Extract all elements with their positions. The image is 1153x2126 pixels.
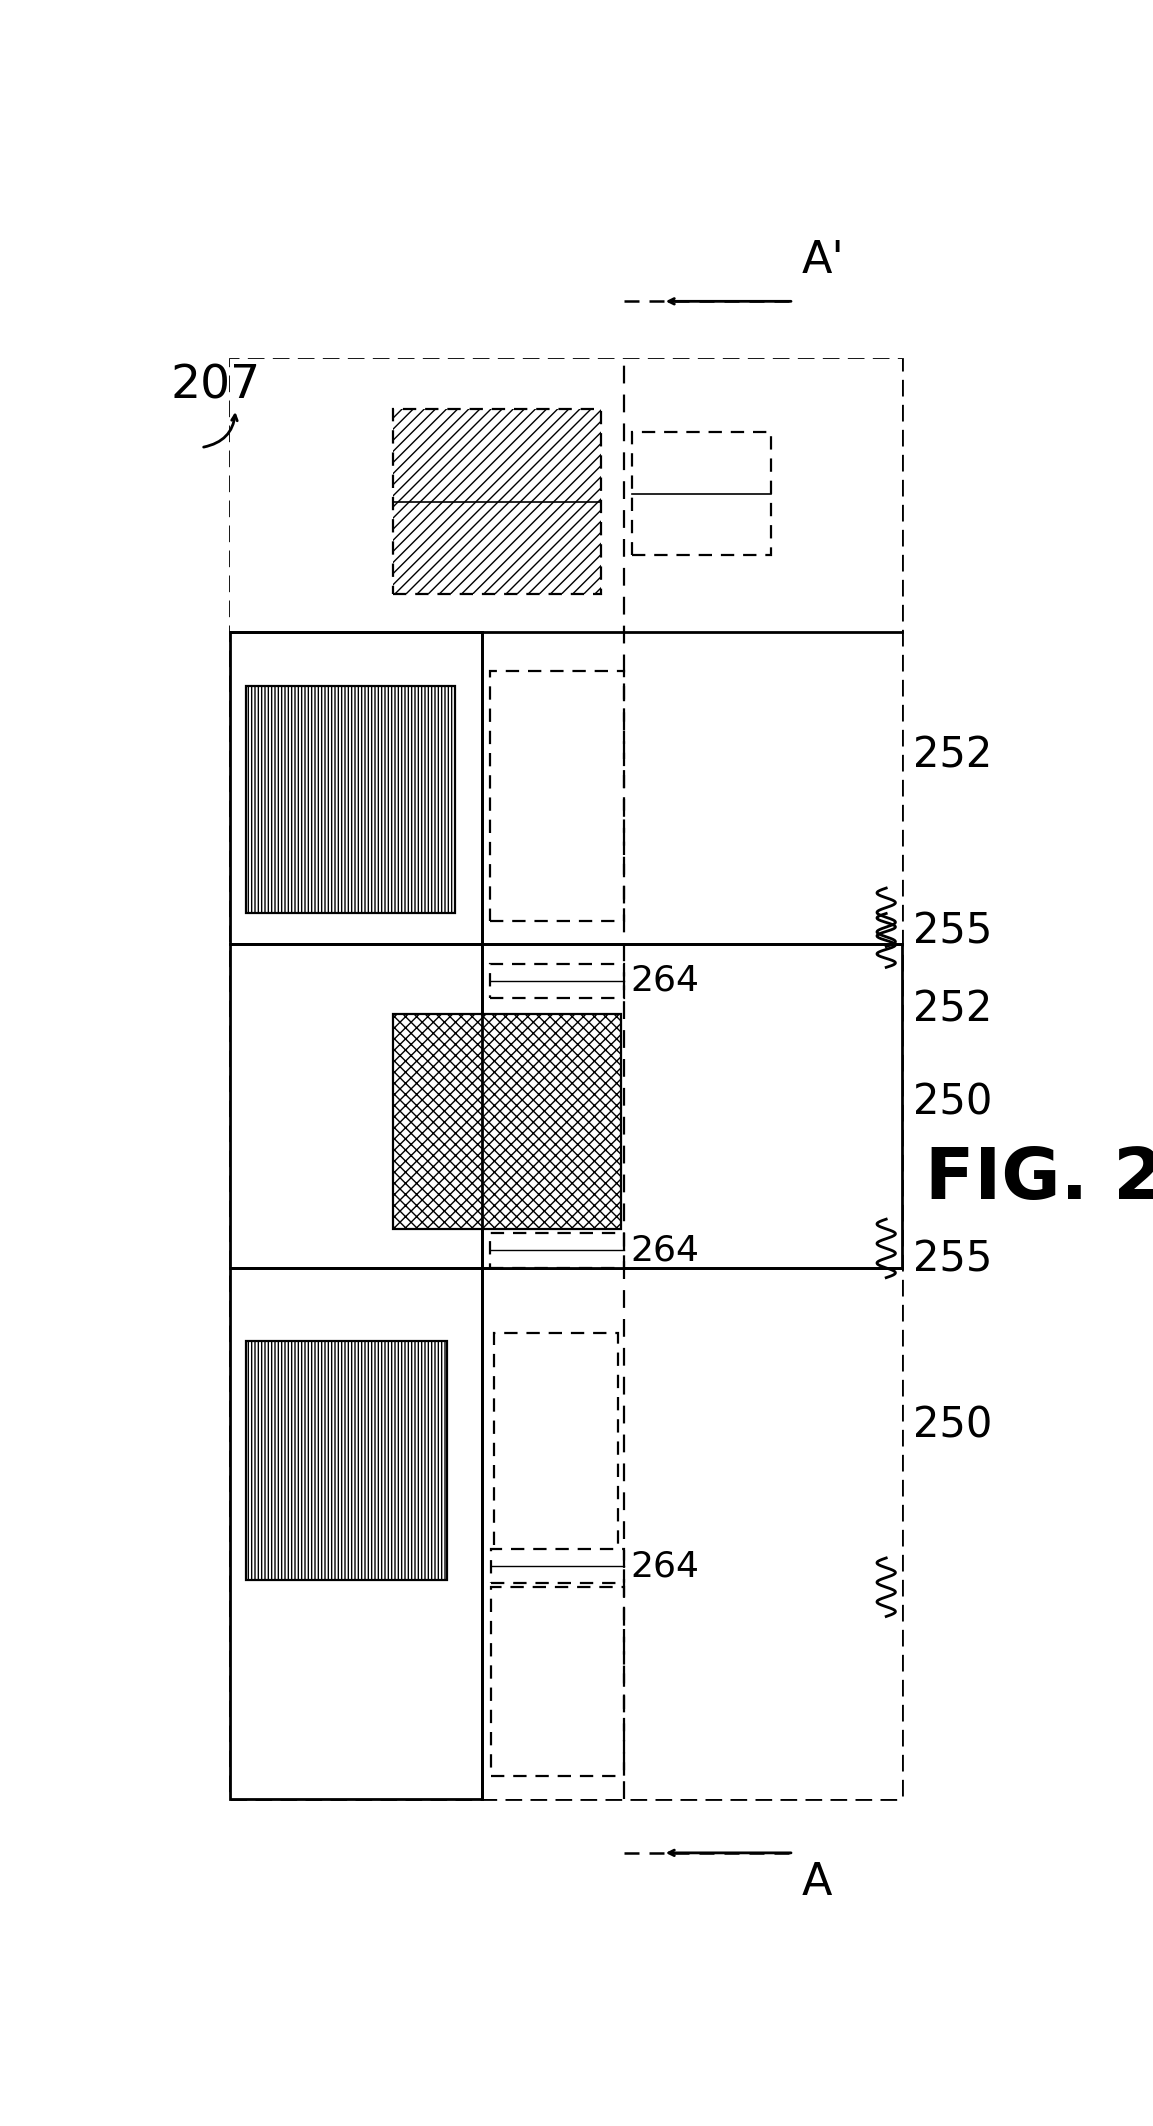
Bar xyxy=(231,944,482,1267)
Text: 252: 252 xyxy=(913,736,993,776)
Text: FIG. 2B: FIG. 2B xyxy=(925,1144,1153,1214)
Text: 254: 254 xyxy=(505,1422,585,1465)
Bar xyxy=(491,1588,625,1775)
Bar xyxy=(493,1333,618,1552)
Text: 255: 255 xyxy=(913,1239,993,1282)
Bar xyxy=(625,1267,902,1799)
Text: 266: 266 xyxy=(265,1439,345,1482)
Bar xyxy=(482,944,902,1267)
Text: 255: 255 xyxy=(913,910,993,952)
Text: 207: 207 xyxy=(171,364,261,408)
Text: 264: 264 xyxy=(631,1233,700,1267)
Bar xyxy=(490,672,625,921)
Bar xyxy=(393,1014,620,1229)
Text: 264: 264 xyxy=(631,1550,700,1584)
Bar xyxy=(490,963,625,999)
Text: 258: 258 xyxy=(503,1660,582,1703)
Text: 252: 252 xyxy=(913,989,993,1031)
Bar xyxy=(482,1267,625,1799)
Bar xyxy=(231,944,482,1267)
Text: 250: 250 xyxy=(913,1405,993,1446)
Bar xyxy=(231,359,902,1799)
Text: 264: 264 xyxy=(640,506,714,544)
Bar xyxy=(246,687,455,914)
Text: 262: 262 xyxy=(409,1101,488,1142)
Text: 268: 268 xyxy=(269,778,348,821)
Text: 264: 264 xyxy=(631,963,700,997)
Text: 260: 260 xyxy=(409,480,488,523)
Text: 256: 256 xyxy=(502,776,581,816)
Bar xyxy=(632,432,770,555)
Bar xyxy=(490,1233,625,1267)
Bar xyxy=(231,359,902,1799)
Bar xyxy=(231,1267,482,1799)
Text: 250: 250 xyxy=(913,1082,993,1123)
Bar xyxy=(246,1342,447,1580)
Text: A': A' xyxy=(801,238,844,283)
Bar xyxy=(482,944,902,1267)
Text: A: A xyxy=(801,1860,832,1903)
Bar xyxy=(231,631,482,944)
Bar xyxy=(491,1548,625,1584)
Bar xyxy=(393,408,602,593)
